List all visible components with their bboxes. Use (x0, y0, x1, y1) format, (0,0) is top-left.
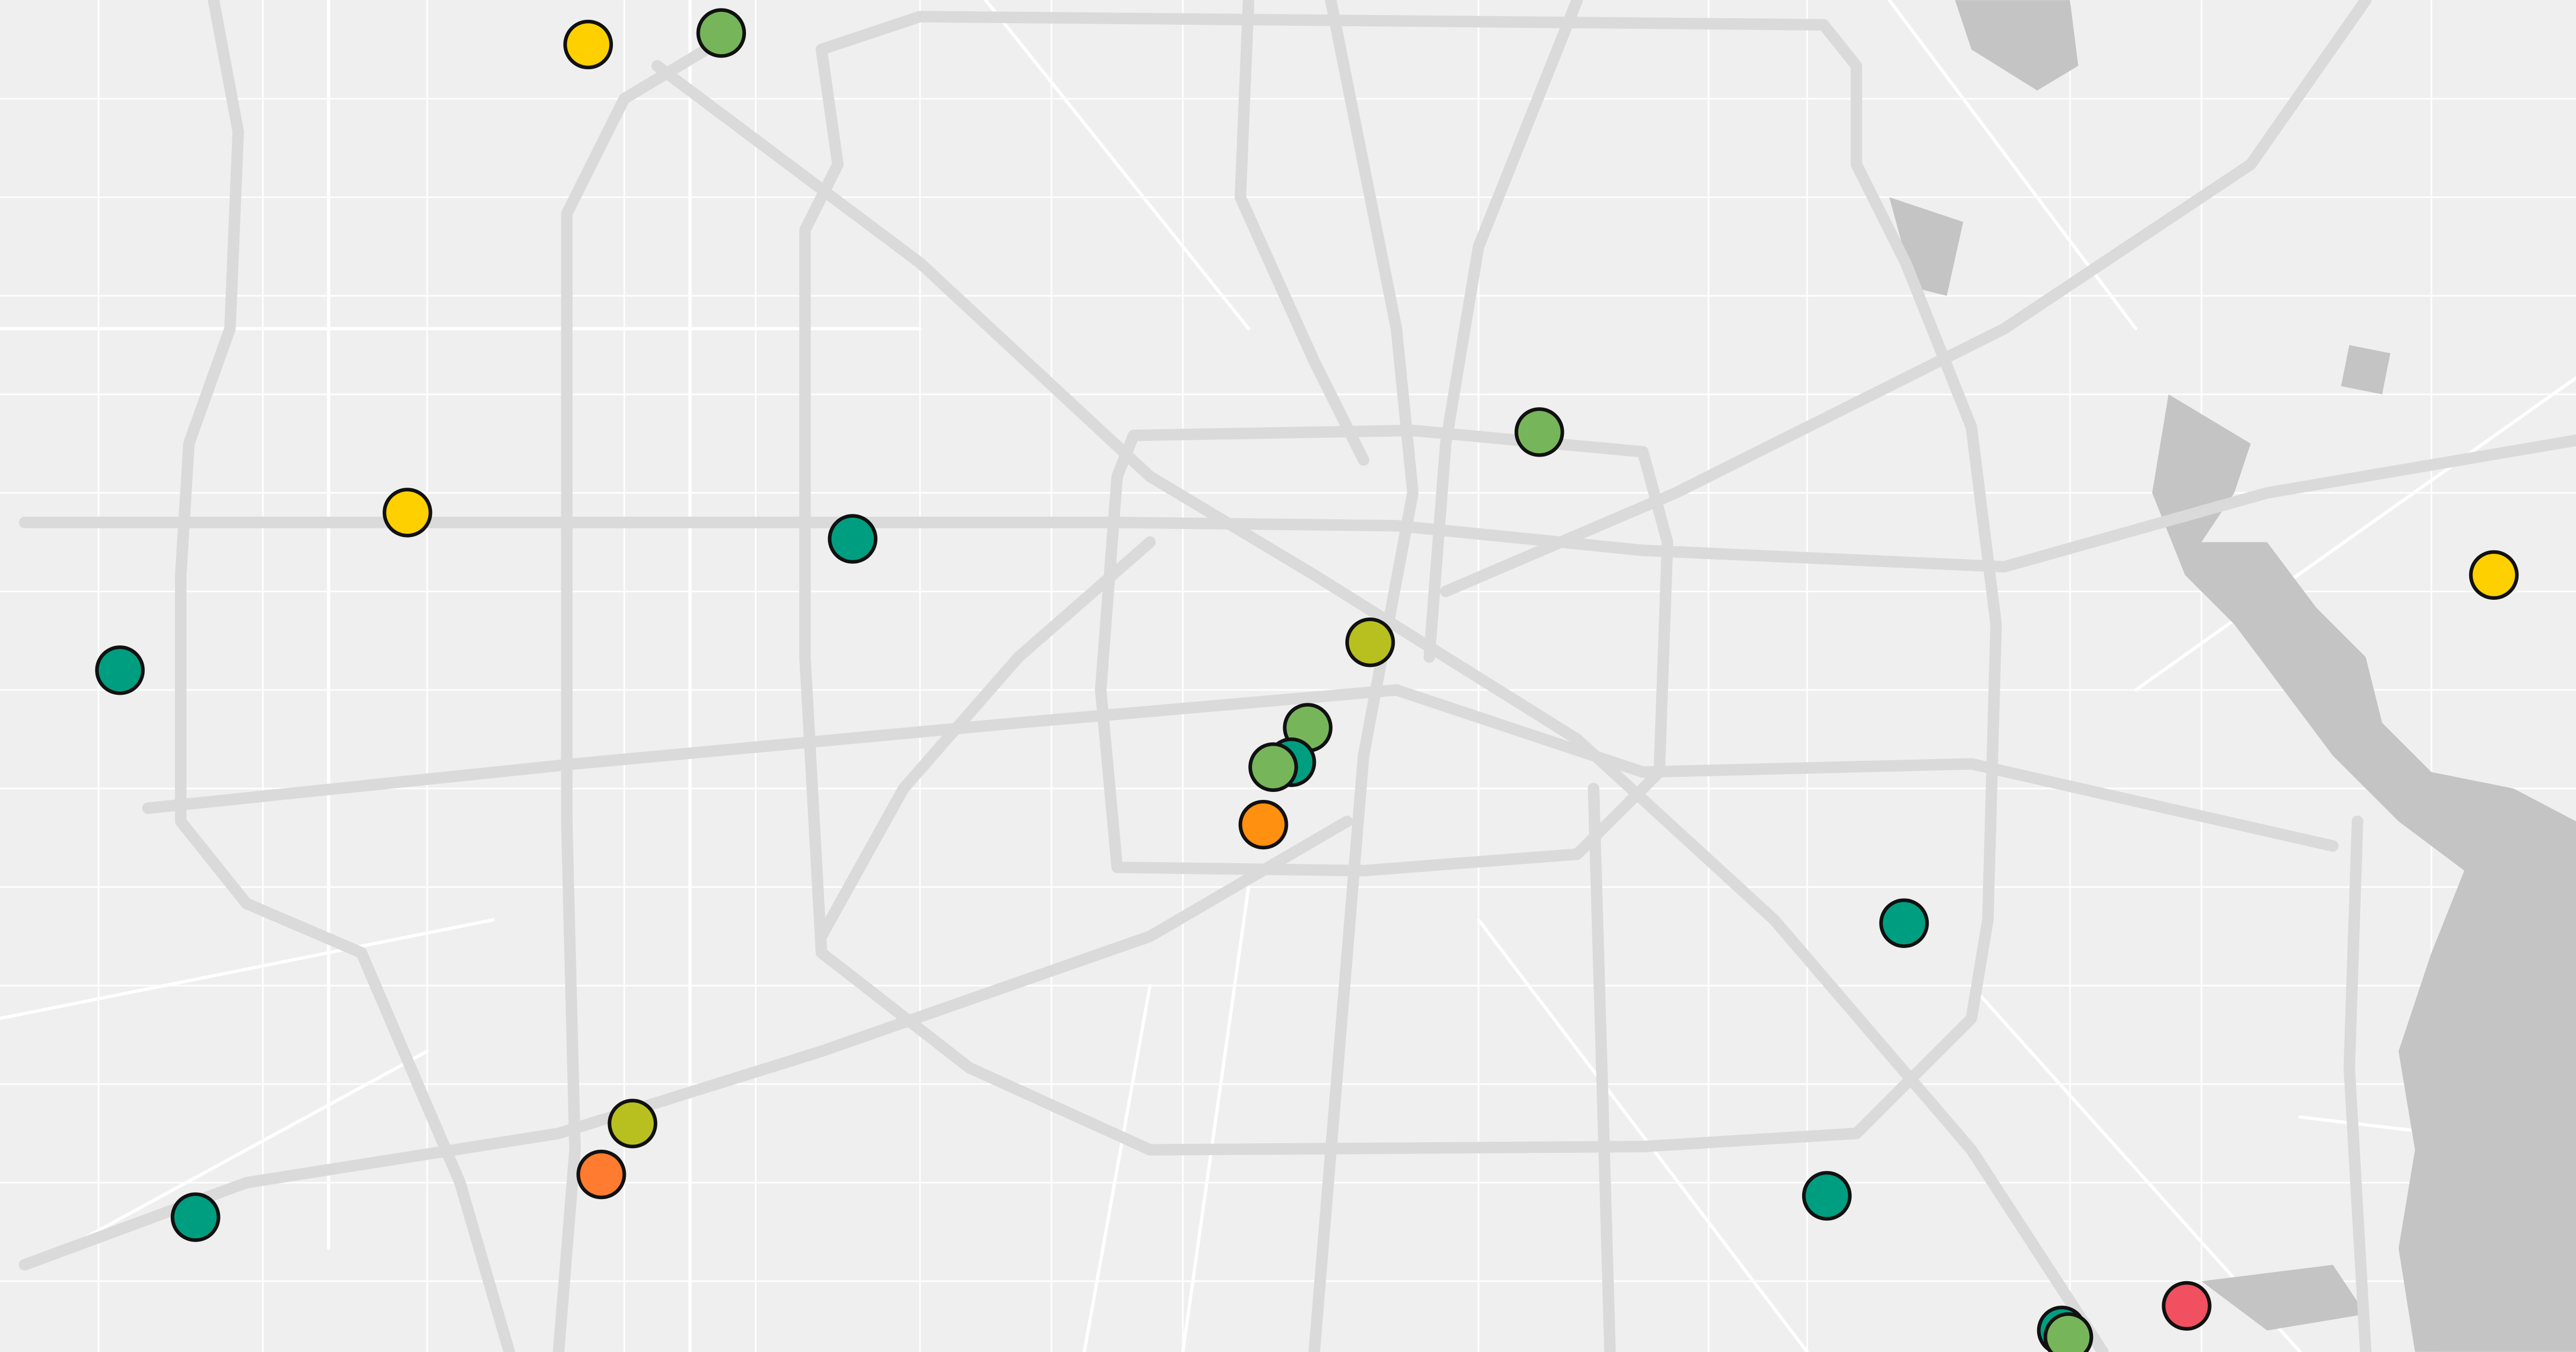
map-marker[interactable] (608, 1098, 657, 1149)
highways (19, 0, 2576, 1352)
map-marker[interactable] (1345, 618, 1395, 667)
map-marker[interactable] (696, 8, 747, 58)
map-marker[interactable] (828, 514, 877, 564)
map-marker[interactable] (563, 19, 613, 70)
map-marker[interactable] (1514, 407, 1564, 457)
map-marker[interactable] (382, 488, 433, 538)
map-marker[interactable] (2469, 550, 2519, 600)
map-marker[interactable] (1879, 898, 1929, 948)
map-marker[interactable] (576, 1149, 626, 1200)
map-marker[interactable] (2162, 1281, 2212, 1331)
map-marker[interactable] (1248, 742, 1298, 792)
map-marker[interactable] (171, 1192, 221, 1242)
map-marker[interactable] (2043, 1312, 2094, 1352)
map-marker[interactable] (95, 645, 145, 695)
map-marker[interactable] (1238, 799, 1289, 850)
water (1889, 0, 2576, 1352)
markers (95, 8, 2519, 1352)
map-marker[interactable] (1802, 1171, 1852, 1221)
